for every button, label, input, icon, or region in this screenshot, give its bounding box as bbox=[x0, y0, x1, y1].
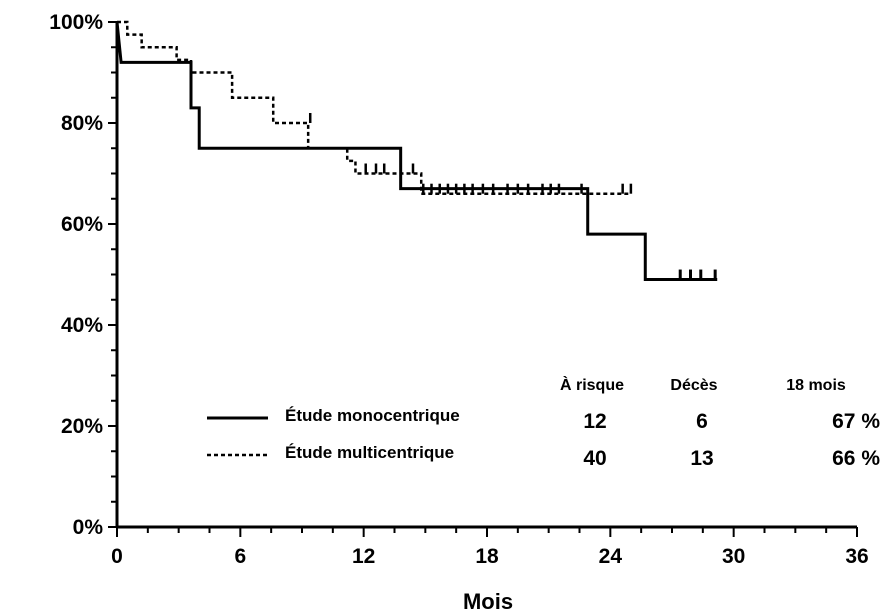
table-value: 12 bbox=[583, 410, 606, 433]
series-line-multicentrique bbox=[117, 20, 631, 195]
table-value: 67 % bbox=[832, 410, 880, 433]
table-header: Décès bbox=[670, 377, 717, 394]
table-value: 13 bbox=[690, 447, 713, 470]
table-header: À risque bbox=[560, 375, 624, 394]
x-tick-label: 6 bbox=[234, 545, 246, 568]
x-tick-label: 18 bbox=[475, 545, 499, 568]
y-tick-label: 80% bbox=[61, 112, 103, 135]
y-tick-label: 0% bbox=[73, 516, 104, 539]
y-tick-label: 20% bbox=[61, 415, 103, 438]
x-tick-label: 24 bbox=[599, 545, 623, 568]
x-tick-label: 30 bbox=[722, 545, 745, 568]
legend-table: À risque Décès 18 mois Étude monocentrique 1… bbox=[207, 375, 880, 470]
legend-label: Étude monocentrique bbox=[285, 406, 460, 425]
x-axis-title: Mois bbox=[463, 589, 513, 612]
x-tick-label: 36 bbox=[845, 545, 868, 568]
table-value: 6 bbox=[696, 410, 708, 433]
y-tick-label: 60% bbox=[61, 213, 103, 236]
series-line-monocentrique bbox=[115, 21, 718, 282]
series-layer bbox=[115, 20, 718, 282]
x-tick-label: 12 bbox=[352, 545, 375, 568]
y-tick-label: 40% bbox=[61, 314, 103, 337]
legend-label: Étude multicentrique bbox=[285, 443, 454, 462]
x-tick-label: 0 bbox=[111, 545, 123, 568]
table-header: 18 mois bbox=[786, 377, 846, 394]
y-tick-label: 100% bbox=[49, 11, 103, 34]
table-value: 40 bbox=[583, 447, 606, 470]
table-value: 66 % bbox=[832, 447, 880, 470]
axes: 0% 20% 40% 60% 80% 100% 0 6 12 18 24 30 36 bbox=[49, 11, 868, 568]
